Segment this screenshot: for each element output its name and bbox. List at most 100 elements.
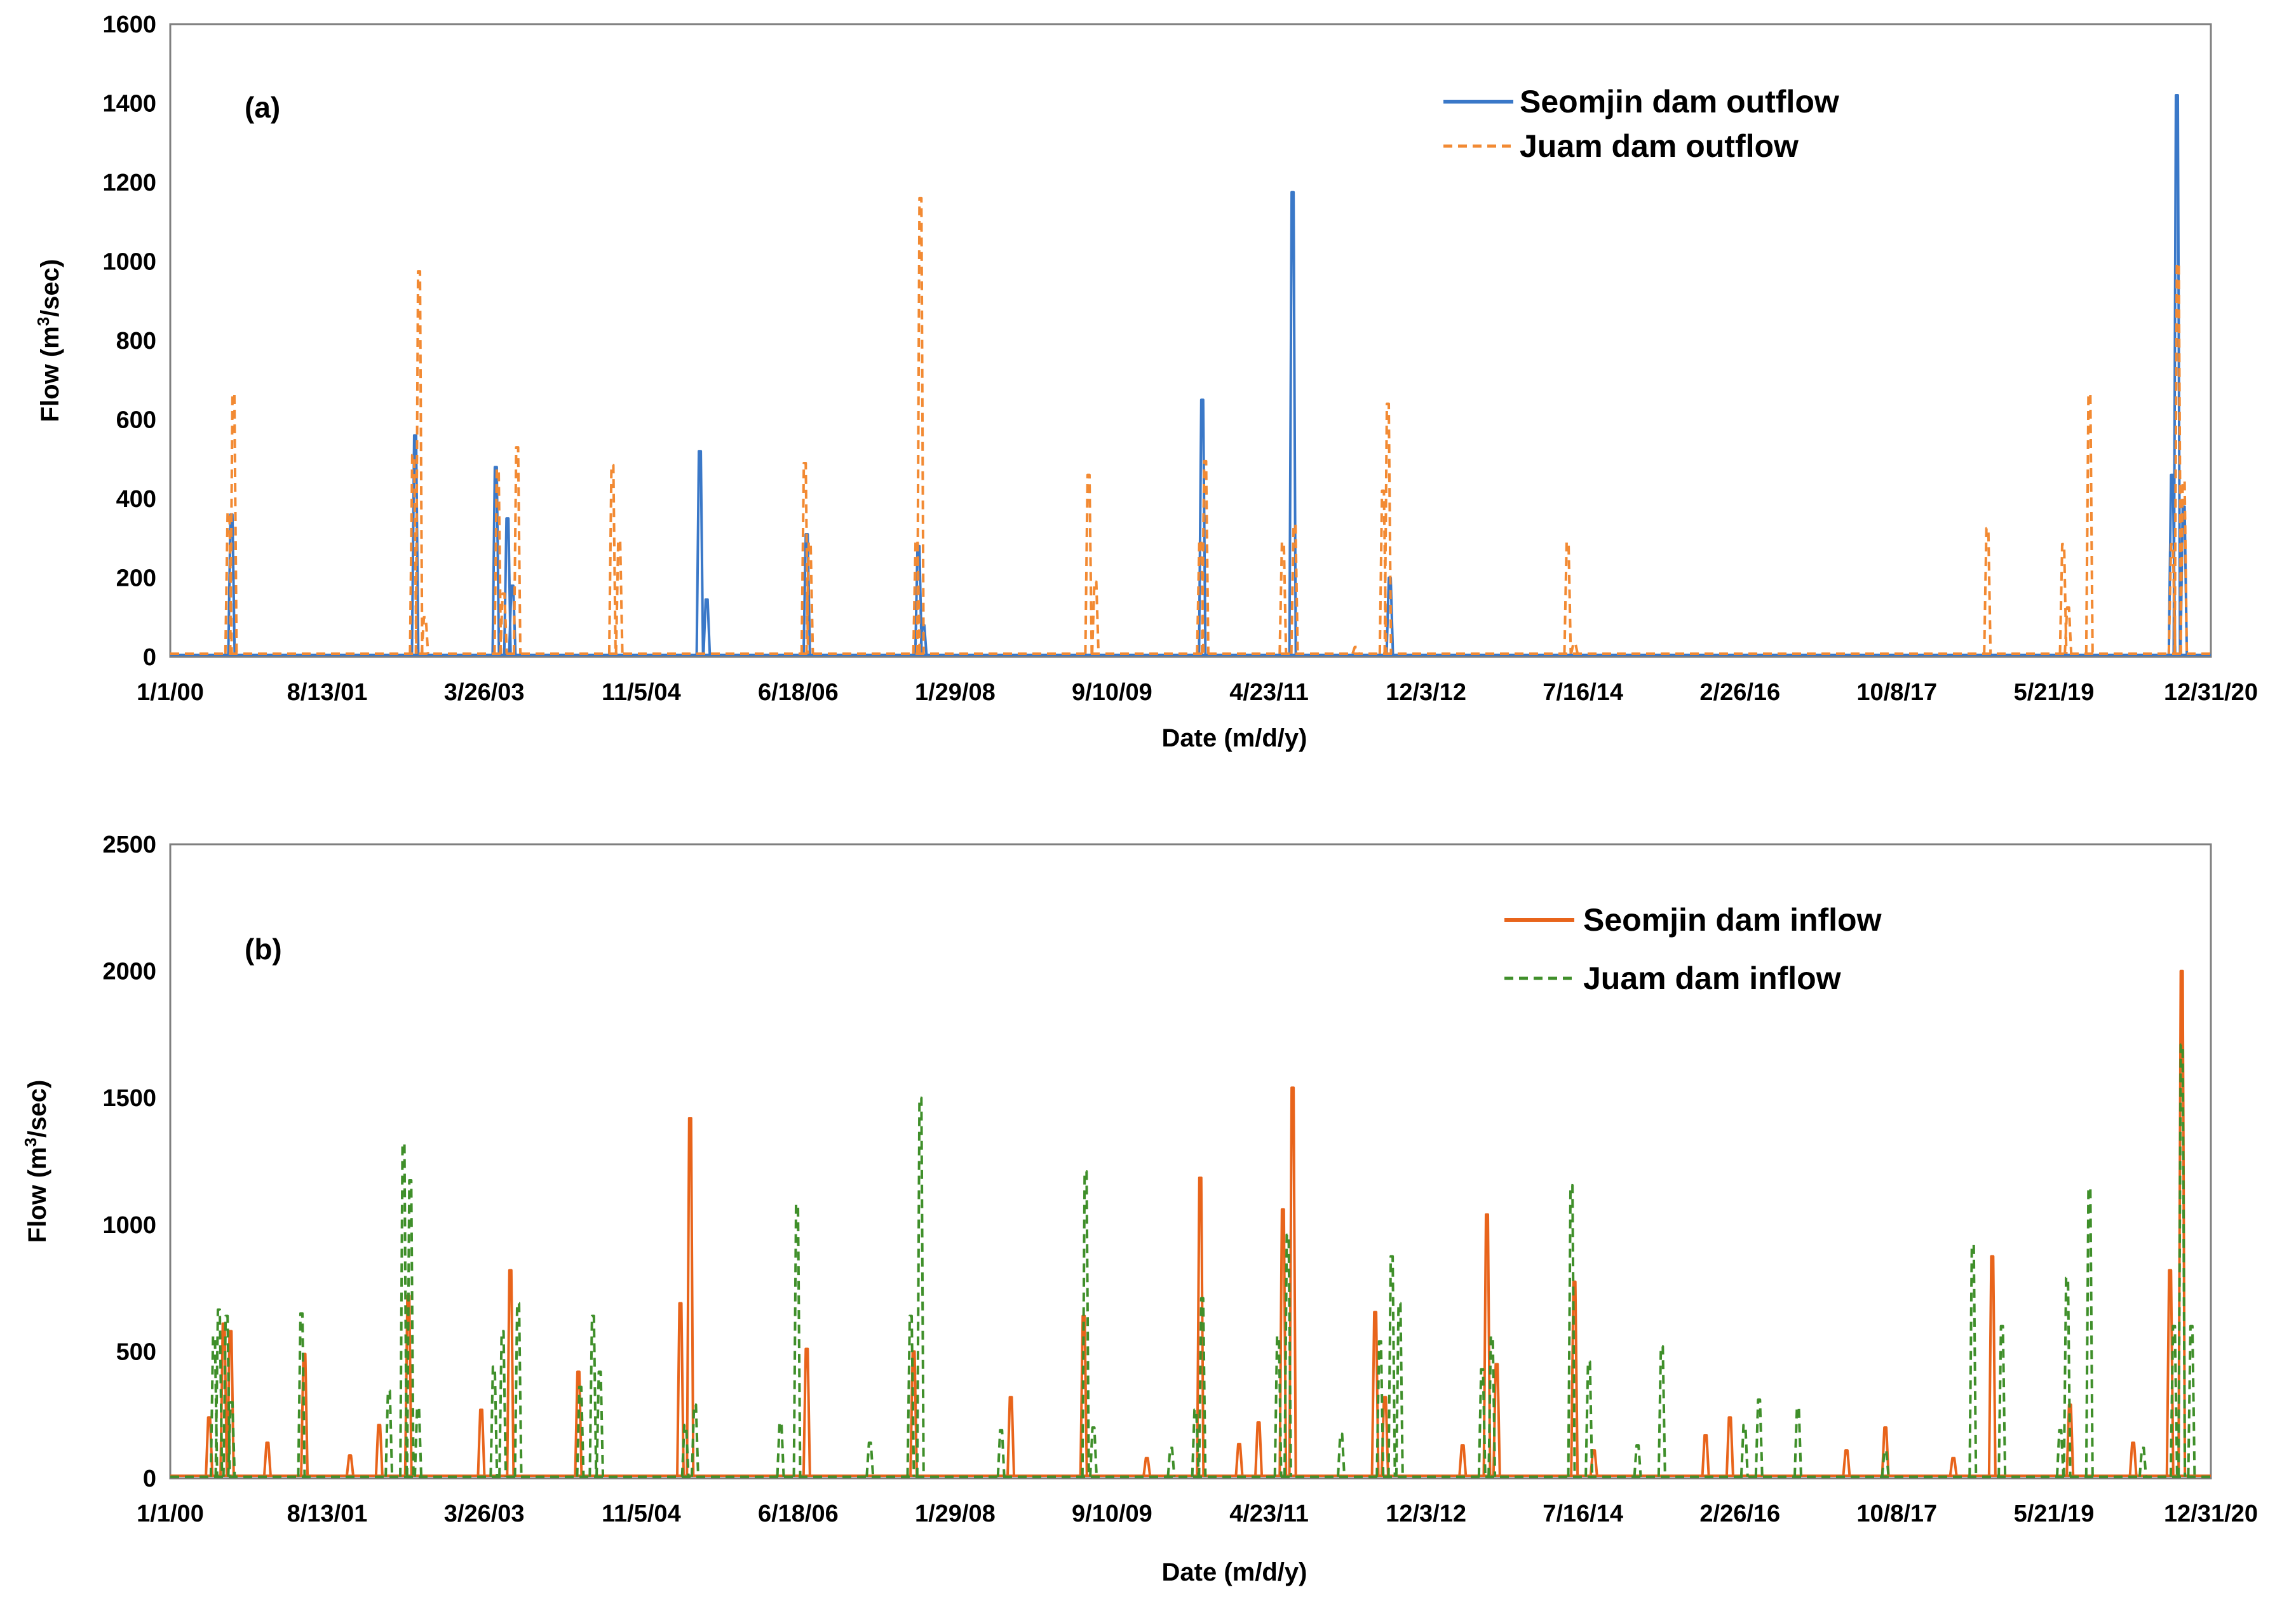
flow-peak <box>915 1097 925 1477</box>
x-tick-label: 10/8/17 <box>1856 1501 1937 1527</box>
flow-peak <box>297 1312 306 1477</box>
flow-peak <box>1283 1233 1292 1477</box>
legend-juam-outflow-label: Juam dam outflow <box>1520 128 1799 164</box>
flow-peak <box>1378 489 1388 654</box>
flow-peak <box>702 598 712 655</box>
x-tick-label: 4/23/11 <box>1229 679 1309 706</box>
flow-peak <box>574 1370 583 1476</box>
flow-peak <box>614 539 624 654</box>
flow-peak <box>588 1314 598 1477</box>
flow-peak <box>1458 1444 1468 1476</box>
flow-peak <box>1385 576 1394 655</box>
flow-peak <box>776 1421 785 1477</box>
flow-peak <box>1793 1406 1802 1477</box>
flow-peak <box>1288 1086 1297 1476</box>
flow-peak <box>607 464 617 654</box>
flow-peak <box>498 1330 508 1477</box>
flow-peak <box>384 1389 394 1477</box>
y-tick-label: 1000 <box>102 1212 156 1239</box>
y-tick-label: 500 <box>116 1339 156 1365</box>
y-tick-label: 200 <box>116 565 156 592</box>
flow-peak <box>2062 1276 2072 1477</box>
flow-peak <box>1089 1426 1098 1477</box>
flow-peak <box>1273 1335 1283 1477</box>
flow-peak <box>1351 645 1360 654</box>
inflow-legend: Seomjin dam inflow Juam dam inflow <box>1504 902 1882 996</box>
flow-peak <box>493 468 503 654</box>
outflow-chart: 0 200 400 600 800 1000 1200 1400 1600 1/1/00 8/13… <box>34 11 2258 752</box>
x-tick-label: 6/18/06 <box>758 1501 839 1527</box>
x-tick-label: 12/31/20 <box>2164 679 2258 706</box>
flow-peak <box>1589 1449 1598 1476</box>
x-tick-label: 11/5/04 <box>602 679 681 706</box>
flow-peak <box>1191 1408 1200 1477</box>
flow-peak <box>1198 1297 1207 1477</box>
x-tick-label: 8/13/01 <box>287 1501 368 1527</box>
flow-peak <box>2138 1447 2147 1477</box>
y-tick-label: 1400 <box>102 91 156 118</box>
flow-peak <box>2128 1441 2138 1476</box>
flow-peak <box>1375 1340 1385 1477</box>
flow-peak <box>595 1370 605 1477</box>
flow-peak <box>1968 1243 1978 1477</box>
flow-peak <box>690 1403 699 1477</box>
x-tick-label: 9/10/09 <box>1072 679 1152 706</box>
flow-peak <box>1337 1433 1346 1477</box>
x-tick-label: 7/16/14 <box>1543 1501 1623 1527</box>
flow-peak <box>2058 543 2068 654</box>
flow-peak <box>399 1142 409 1477</box>
flow-peak <box>1383 402 1393 654</box>
flow-peak <box>1754 1398 1764 1477</box>
flow-peak <box>2167 543 2177 654</box>
x-tick-label: 2/26/16 <box>1699 679 1780 706</box>
flow-peak <box>1487 1335 1497 1477</box>
flow-peak <box>1387 1255 1396 1477</box>
flow-peak <box>1091 580 1100 654</box>
flow-peak <box>1380 1396 1389 1476</box>
flow-peak <box>1198 398 1207 655</box>
flow-peak <box>2055 1429 2065 1477</box>
flow-peak <box>1166 1447 1176 1477</box>
flow-peak <box>906 1314 915 1477</box>
y-tick-label: 0 <box>143 1466 156 1492</box>
outflow-panel-label: (a) <box>245 91 280 124</box>
x-tick-label: 1/1/00 <box>137 1501 204 1527</box>
flow-peak <box>915 196 925 654</box>
x-tick-label: 6/18/06 <box>758 679 839 706</box>
x-tick-label: 11/5/04 <box>602 1501 681 1527</box>
flow-peak <box>1394 1302 1404 1477</box>
flow-peak <box>1081 1170 1090 1477</box>
flow-peak <box>1290 523 1299 654</box>
flow-peak <box>2084 1186 2094 1477</box>
flow-peak <box>2084 393 2094 654</box>
flow-peak <box>1570 1280 1579 1476</box>
flow-peak <box>513 446 522 654</box>
x-tick-label: 3/26/03 <box>444 1501 525 1527</box>
inflow-y-axis-title: Flow (m3/sec) <box>21 1080 51 1243</box>
flow-peak <box>374 1424 384 1476</box>
flow-peak <box>1842 1449 1851 1476</box>
flow-peak <box>1254 1421 1264 1476</box>
flow-peak <box>2173 262 2182 654</box>
flow-peak <box>1983 527 1992 654</box>
outflow-seomjin-series <box>170 94 2211 656</box>
flow-peak <box>499 592 508 654</box>
flow-peak <box>1288 191 1297 655</box>
x-tick-label: 10/8/17 <box>1856 679 1937 706</box>
inflow-x-axis-title: Date (m/d/y) <box>1162 1558 1307 1586</box>
x-tick-label: 12/3/12 <box>1386 1501 1466 1527</box>
inflow-x-tick-labels: 1/1/00 8/13/01 3/26/03 11/5/04 6/18/06 1/29/0… <box>137 1501 2258 1527</box>
inflow-juam-series <box>170 1043 2211 1478</box>
y-tick-label: 600 <box>116 407 156 434</box>
x-tick-label: 7/16/14 <box>1543 679 1623 706</box>
flow-peak <box>222 1314 231 1477</box>
y-tick-label: 2500 <box>102 832 156 858</box>
inflow-plot-frame <box>169 843 2212 1480</box>
inflow-y-tick-labels: 0 500 1000 1500 2000 2500 <box>102 832 156 1492</box>
flow-peak <box>414 270 424 654</box>
flow-peak <box>262 1441 272 1476</box>
outflow-legend: Seomjin dam outflow Juam dam outflow <box>1443 84 1839 164</box>
y-tick-label: 1600 <box>102 11 156 38</box>
flow-peak <box>1482 1213 1492 1476</box>
